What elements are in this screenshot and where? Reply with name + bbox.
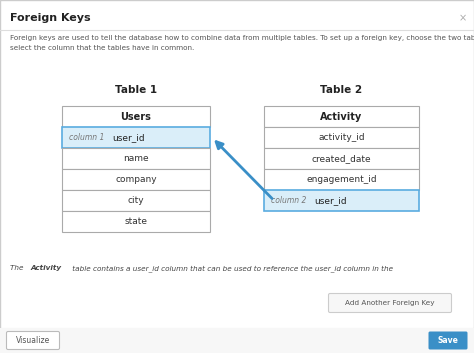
- Text: created_date: created_date: [312, 154, 371, 163]
- FancyBboxPatch shape: [264, 106, 419, 127]
- FancyBboxPatch shape: [328, 293, 452, 312]
- Text: user_id: user_id: [112, 133, 145, 142]
- Text: Table 1: Table 1: [115, 85, 157, 95]
- Text: table contains a user_id column that can be used to reference the user_id column: table contains a user_id column that can…: [71, 265, 396, 272]
- FancyBboxPatch shape: [264, 190, 419, 211]
- FancyBboxPatch shape: [62, 211, 210, 232]
- Text: activity_id: activity_id: [318, 133, 365, 142]
- FancyBboxPatch shape: [62, 148, 210, 169]
- Text: Foreign keys are used to tell the database how to combine data from multiple tab: Foreign keys are used to tell the databa…: [10, 35, 474, 41]
- Text: engagement_id: engagement_id: [306, 175, 377, 184]
- Text: state: state: [125, 217, 147, 226]
- Text: Activity: Activity: [30, 265, 62, 271]
- Text: Table 2: Table 2: [320, 85, 363, 95]
- Text: column 1: column 1: [69, 133, 104, 142]
- Text: user_id: user_id: [314, 196, 346, 205]
- Text: select the column that the tables have in common.: select the column that the tables have i…: [10, 45, 194, 51]
- FancyBboxPatch shape: [7, 331, 60, 349]
- Text: name: name: [123, 154, 149, 163]
- Text: Activity: Activity: [320, 112, 363, 121]
- FancyBboxPatch shape: [0, 328, 474, 353]
- Text: ×: ×: [459, 13, 467, 23]
- Text: column 2: column 2: [271, 196, 306, 205]
- FancyBboxPatch shape: [62, 127, 210, 148]
- Text: Foreign Keys: Foreign Keys: [10, 13, 91, 23]
- Text: company: company: [115, 175, 157, 184]
- Text: Visualize: Visualize: [16, 336, 50, 345]
- FancyBboxPatch shape: [62, 169, 210, 190]
- Text: Save: Save: [438, 336, 458, 345]
- FancyBboxPatch shape: [62, 190, 210, 211]
- Text: Add Another Foreign Key: Add Another Foreign Key: [345, 300, 435, 306]
- Text: Users: Users: [120, 112, 151, 121]
- FancyBboxPatch shape: [264, 148, 419, 169]
- FancyBboxPatch shape: [264, 169, 419, 190]
- Text: The: The: [10, 265, 26, 271]
- FancyBboxPatch shape: [428, 331, 467, 349]
- FancyBboxPatch shape: [62, 106, 210, 127]
- Text: city: city: [128, 196, 144, 205]
- FancyBboxPatch shape: [264, 127, 419, 148]
